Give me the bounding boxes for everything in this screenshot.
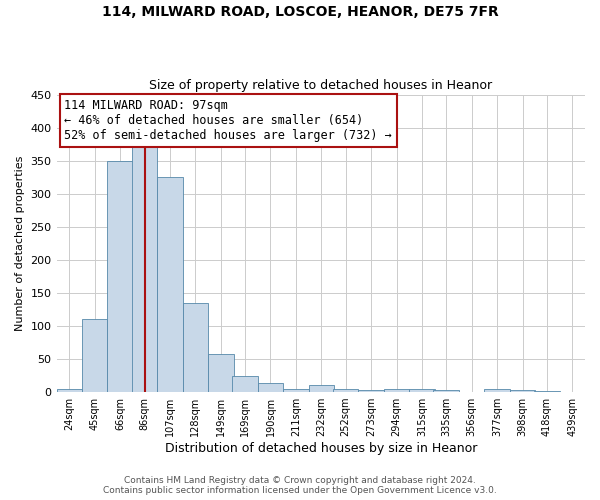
Bar [157, 177, 182, 392]
Bar [510, 390, 535, 392]
Bar [232, 376, 258, 392]
Bar [308, 386, 334, 392]
Bar [333, 389, 358, 392]
Bar [409, 389, 435, 392]
Bar [433, 390, 459, 392]
Text: 114, MILWARD ROAD, LOSCOE, HEANOR, DE75 7FR: 114, MILWARD ROAD, LOSCOE, HEANOR, DE75 … [101, 5, 499, 19]
Text: 114 MILWARD ROAD: 97sqm
← 46% of detached houses are smaller (654)
52% of semi-d: 114 MILWARD ROAD: 97sqm ← 46% of detache… [64, 99, 392, 142]
Bar [56, 389, 82, 392]
Text: Contains HM Land Registry data © Crown copyright and database right 2024.
Contai: Contains HM Land Registry data © Crown c… [103, 476, 497, 495]
Bar [208, 354, 233, 392]
Bar [534, 391, 560, 392]
Bar [358, 390, 384, 392]
Y-axis label: Number of detached properties: Number of detached properties [15, 156, 25, 331]
Bar [484, 389, 510, 392]
Bar [283, 389, 308, 392]
Bar [107, 160, 133, 392]
Bar [384, 390, 409, 392]
Title: Size of property relative to detached houses in Heanor: Size of property relative to detached ho… [149, 79, 493, 92]
Bar [258, 384, 283, 392]
Bar [82, 320, 107, 392]
Bar [182, 303, 208, 392]
X-axis label: Distribution of detached houses by size in Heanor: Distribution of detached houses by size … [164, 442, 477, 455]
Bar [131, 144, 157, 392]
